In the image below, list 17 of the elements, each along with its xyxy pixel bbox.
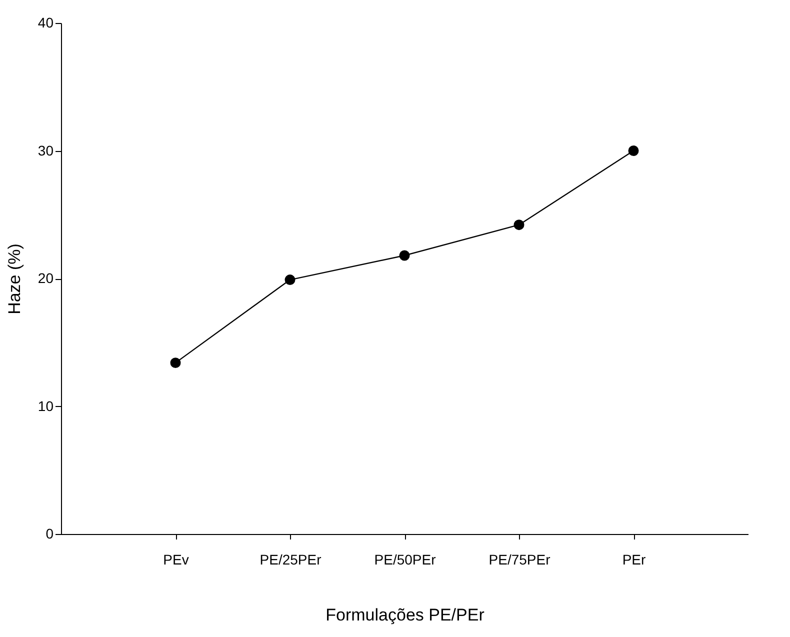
point	[170, 358, 181, 368]
y-tick-label: 40	[38, 14, 54, 30]
x-tick-label: PE/75PEr	[488, 552, 551, 568]
x-tick-label: PE/50PEr	[374, 552, 436, 568]
x-tick-label: PE/25PEr	[260, 552, 322, 568]
point	[399, 250, 410, 261]
x-tick-label: PEr	[622, 552, 646, 568]
point	[514, 220, 524, 230]
y-tick-label: 20	[38, 270, 54, 286]
y-tick-label: 0	[46, 526, 54, 542]
point	[284, 274, 296, 286]
y-tick-label: 30	[38, 142, 54, 158]
point	[628, 146, 639, 156]
x-axis-title: Formulações PE/PEr	[326, 606, 485, 624]
x-tick-label: PEv	[163, 552, 189, 568]
y-axis-title: Haze (%)	[4, 244, 24, 314]
y-tick-label: 10	[38, 398, 54, 414]
